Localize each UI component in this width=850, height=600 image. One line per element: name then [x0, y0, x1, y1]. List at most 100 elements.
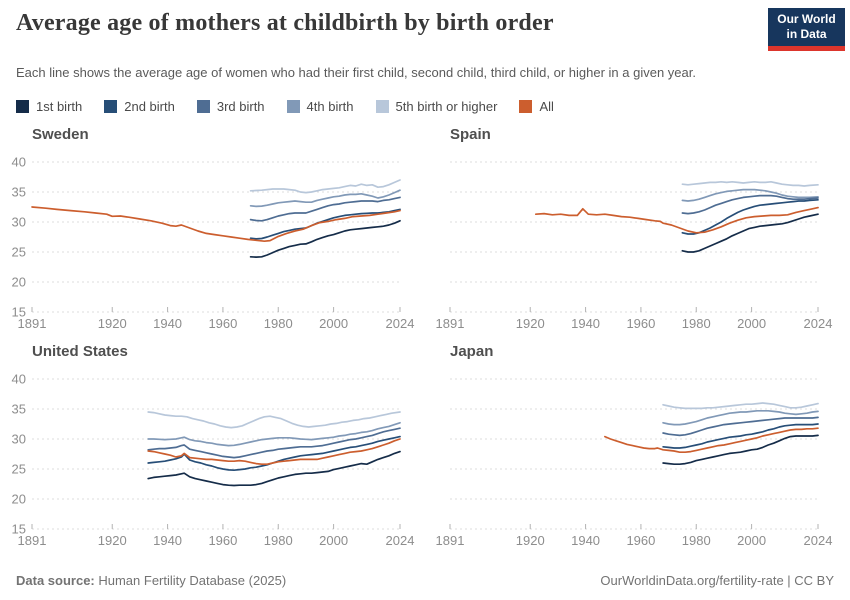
- x-axis-label-1891: 1891: [436, 533, 465, 548]
- legend-item-5th-birth-or-higher[interactable]: 5th birth or higher: [375, 99, 498, 114]
- chart-sweden[interactable]: 15 20 25 30 35 40 1891 1920 1940 1960 1980 2000 2024: [0, 148, 415, 336]
- y-axis-label-40: 40: [12, 372, 26, 387]
- data-source: Data source: Human Fertility Database (2…: [16, 573, 286, 588]
- data-source-value: Human Fertility Database (2025): [94, 573, 287, 588]
- legend-swatch: [519, 100, 533, 113]
- series-line-sweden-5th-birth-or-higher[interactable]: [249, 179, 401, 194]
- y-axis-label-20: 20: [12, 492, 26, 507]
- series-line-spain-all[interactable]: [534, 206, 819, 234]
- series-line-japan-2nd-birth[interactable]: [662, 423, 819, 449]
- data-source-label: Data source:: [16, 573, 95, 588]
- series-line-united-states-4th-birth[interactable]: [147, 421, 401, 447]
- x-axis-label-1891: 1891: [436, 316, 465, 331]
- x-axis-label-1920: 1920: [98, 316, 127, 331]
- owid-logo-line2: in Data: [786, 27, 827, 41]
- series-line-japan-4th-birth[interactable]: [662, 409, 819, 426]
- series-line-spain-3rd-birth[interactable]: [681, 194, 819, 215]
- legend-label: All: [539, 99, 554, 114]
- chart-japan[interactable]: 1891 1920 1940 1960 1980 2000 2024: [418, 365, 832, 553]
- panel-spain: Spain 1891 1920 1940 1960 1980 2000 2024: [418, 126, 833, 336]
- x-axis-label-1980: 1980: [682, 533, 711, 548]
- legend-swatch: [286, 100, 300, 113]
- legend-swatch: [16, 100, 29, 113]
- series-line-japan-5th-birth-or-higher[interactable]: [662, 402, 819, 410]
- y-axis-label-30: 30: [12, 432, 26, 447]
- x-axis-label-2000: 2000: [319, 316, 348, 331]
- series-line-united-states-3rd-birth[interactable]: [147, 427, 401, 459]
- panel-sweden: Sweden 15 20 25 30 35 40 1891 1920 1940 1960 1980 20…: [0, 126, 415, 336]
- x-axis-label-2000: 2000: [319, 533, 348, 548]
- owid-logo-line1: Our World: [777, 12, 836, 26]
- owid-credit-link[interactable]: OurWorldinData.org/fertility-rate | CC B…: [600, 573, 834, 588]
- x-axis-label-2000: 2000: [737, 533, 766, 548]
- y-axis-label-40: 40: [12, 155, 26, 170]
- y-axis-label-30: 30: [12, 215, 26, 230]
- legend-label: 5th birth or higher: [395, 99, 498, 114]
- panel-title-united-states: United States: [32, 343, 128, 360]
- x-axis-label-1940: 1940: [153, 316, 182, 331]
- x-axis-label-2024: 2024: [386, 533, 415, 548]
- chart-subtitle: Each line shows the average age of women…: [16, 65, 696, 80]
- legend-item-3rd-birth[interactable]: 3rd birth: [196, 99, 265, 114]
- series-line-spain-5th-birth-or-higher[interactable]: [681, 180, 819, 187]
- legend-label: 3rd birth: [216, 99, 265, 114]
- y-axis-label-25: 25: [12, 245, 26, 260]
- x-axis-label-2024: 2024: [804, 533, 833, 548]
- legend-swatch: [196, 100, 210, 113]
- x-axis-label-1960: 1960: [626, 316, 655, 331]
- y-axis-label-35: 35: [12, 185, 26, 200]
- owid-logo-red-bar: [768, 46, 845, 51]
- owid-logo-box: Our World in Data: [768, 8, 845, 46]
- panel-title-spain: Spain: [450, 126, 491, 143]
- y-axis-label-20: 20: [12, 275, 26, 290]
- legend-label: 1st birth: [36, 99, 83, 114]
- series-line-united-states-1st-birth[interactable]: [147, 450, 401, 487]
- x-axis-label-1980: 1980: [264, 316, 293, 331]
- legend-swatch: [375, 100, 389, 113]
- series-line-spain-4th-birth[interactable]: [681, 188, 819, 202]
- page-title: Average age of mothers at childbirth by …: [16, 10, 554, 36]
- legend-item-1st-birth[interactable]: 1st birth: [16, 99, 82, 114]
- chart-spain[interactable]: 1891 1920 1940 1960 1980 2000 2024: [418, 148, 832, 336]
- x-axis-label-1940: 1940: [571, 533, 600, 548]
- series-line-united-states-2nd-birth[interactable]: [147, 435, 401, 472]
- y-axis-label-15: 15: [12, 522, 26, 537]
- x-axis-label-1980: 1980: [682, 316, 711, 331]
- panel-japan: Japan 1891 1920 1940 1960 1980 2000 2024: [418, 343, 833, 553]
- x-axis-label-2000: 2000: [737, 316, 766, 331]
- x-axis-label-1960: 1960: [626, 533, 655, 548]
- series-line-japan-all[interactable]: [604, 427, 819, 454]
- series-line-sweden-1st-birth[interactable]: [249, 219, 401, 258]
- x-axis-label-1891: 1891: [18, 533, 47, 548]
- x-axis-label-1920: 1920: [516, 316, 545, 331]
- panel-united-states: United States 15 20 25 30 35 40 1891 1920 1940 196…: [0, 343, 415, 553]
- legend-item-4th-birth[interactable]: 4th birth: [286, 99, 354, 114]
- panel-title-sweden: Sweden: [32, 126, 89, 143]
- series-line-sweden-2nd-birth[interactable]: [249, 208, 401, 240]
- series-line-sweden-all[interactable]: [31, 206, 401, 243]
- legend-item-2nd-birth[interactable]: 2nd birth: [104, 99, 175, 114]
- x-axis-label-1960: 1960: [208, 316, 237, 331]
- chart-united-states[interactable]: 15 20 25 30 35 40 1891 1920 1940 1960 1980 2000 2024: [0, 365, 415, 553]
- series-line-sweden-3rd-birth[interactable]: [249, 196, 401, 222]
- series-line-united-states-all[interactable]: [147, 438, 401, 466]
- legend: 1st birth 2nd birth 3rd birth 4th birth 5th …: [16, 99, 554, 114]
- legend-label: 4th birth: [306, 99, 354, 114]
- y-axis-label-25: 25: [12, 462, 26, 477]
- series-line-japan-1st-birth[interactable]: [662, 434, 819, 466]
- series-line-spain-2nd-birth[interactable]: [681, 198, 819, 235]
- y-axis-label-35: 35: [12, 402, 26, 417]
- x-axis-label-1940: 1940: [571, 316, 600, 331]
- x-axis-label-1891: 1891: [18, 316, 47, 331]
- series-line-japan-3rd-birth[interactable]: [662, 416, 819, 437]
- x-axis-label-2024: 2024: [386, 316, 415, 331]
- legend-item-all[interactable]: All: [519, 99, 554, 114]
- series-line-united-states-5th-birth-or-higher[interactable]: [147, 411, 401, 429]
- x-axis-label-1920: 1920: [516, 533, 545, 548]
- series-line-spain-1st-birth[interactable]: [681, 213, 819, 253]
- owid-logo[interactable]: Our World in Data: [768, 8, 845, 51]
- x-axis-label-2024: 2024: [804, 316, 833, 331]
- x-axis-label-1980: 1980: [264, 533, 293, 548]
- footer: Data source: Human Fertility Database (2…: [16, 573, 834, 588]
- series-line-sweden-4th-birth[interactable]: [249, 189, 401, 208]
